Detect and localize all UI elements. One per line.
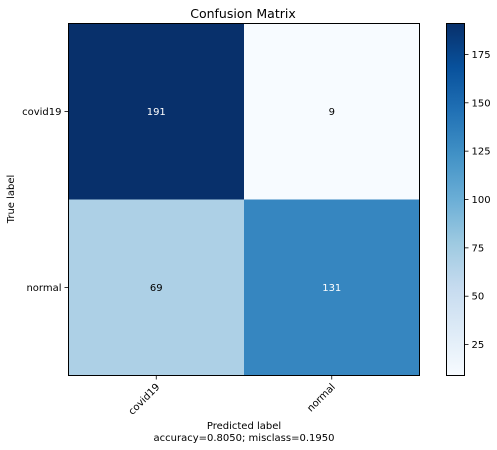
matrix-cell-1-1 xyxy=(244,199,420,376)
matrix-cell-0-1 xyxy=(244,23,420,200)
colorbar-tick-label-6: 175 xyxy=(472,50,491,61)
colorbar-tick-label-0: 25 xyxy=(472,340,485,351)
cell-value-labels: 191 9 69 131 xyxy=(147,107,342,294)
y-axis: covid19 normal xyxy=(22,107,69,294)
colorbar-tick-label-1: 50 xyxy=(472,292,485,303)
x-tick-label-1: normal xyxy=(305,382,338,415)
matrix-cell-1-0 xyxy=(68,199,244,376)
y-axis-label: True label xyxy=(6,175,17,225)
x-axis: covid19 normal xyxy=(127,375,338,418)
cell-value-1-0: 69 xyxy=(150,283,163,294)
matrix-frame xyxy=(68,23,420,376)
colorbar-tick-label-5: 150 xyxy=(472,98,491,109)
chart-title: Confusion Matrix xyxy=(190,6,296,21)
x-tick-label-0: covid19 xyxy=(127,382,163,418)
matrix-cell-0-0 xyxy=(68,23,244,200)
y-tick-label-0: covid19 xyxy=(22,107,61,118)
colorbar: 25 50 75 100 125 150 175 xyxy=(446,23,491,376)
colorbar-ticks: 25 50 75 100 125 150 175 xyxy=(464,50,491,351)
matrix-cells xyxy=(68,23,420,376)
cell-value-0-0: 191 xyxy=(147,107,166,118)
x-axis-label: Predicted label xyxy=(207,421,281,432)
cell-value-1-1: 131 xyxy=(322,283,341,294)
colorbar-tick-label-4: 125 xyxy=(472,147,491,158)
colorbar-gradient xyxy=(446,23,465,376)
colorbar-tick-label-2: 75 xyxy=(472,243,485,254)
colorbar-tick-label-3: 100 xyxy=(472,195,491,206)
y-tick-label-1: normal xyxy=(26,283,61,294)
cell-value-0-1: 9 xyxy=(329,107,335,118)
x-axis-sublabel: accuracy=0.8050; misclass=0.1950 xyxy=(154,433,335,444)
